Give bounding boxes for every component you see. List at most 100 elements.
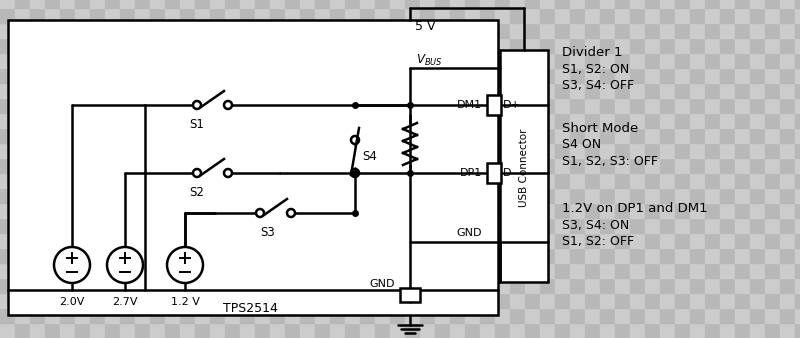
Bar (165, 173, 180, 188)
Bar (45, 293, 60, 308)
Bar (780, 0, 795, 8)
Bar (510, 263, 525, 278)
Bar (255, 0, 270, 8)
Bar (480, 188, 495, 203)
Bar (180, 308, 195, 323)
Bar (510, 203, 525, 218)
Bar (15, 203, 30, 218)
Bar (465, 173, 480, 188)
Bar (195, 203, 210, 218)
Bar (420, 173, 435, 188)
Bar (555, 173, 570, 188)
Bar (105, 8, 120, 23)
Bar (225, 68, 240, 83)
Bar (780, 263, 795, 278)
Bar (720, 128, 735, 143)
Bar (525, 233, 540, 248)
Bar (15, 263, 30, 278)
Bar (60, 83, 75, 98)
Bar (45, 23, 60, 38)
Bar (765, 278, 780, 293)
Bar (735, 68, 750, 83)
Bar (360, 278, 375, 293)
Bar (120, 98, 135, 113)
Bar (375, 158, 390, 173)
Bar (480, 0, 495, 8)
Bar (150, 113, 165, 128)
Bar (555, 8, 570, 23)
Bar (300, 158, 315, 173)
Bar (165, 323, 180, 338)
Bar (255, 98, 270, 113)
Bar (225, 53, 240, 68)
Bar (60, 323, 75, 338)
Bar (450, 248, 465, 263)
Bar (15, 278, 30, 293)
Bar (675, 173, 690, 188)
Bar (705, 68, 720, 83)
Bar (705, 218, 720, 233)
Bar (45, 83, 60, 98)
Bar (405, 128, 420, 143)
Bar (255, 203, 270, 218)
Bar (15, 38, 30, 53)
Bar (495, 143, 510, 158)
Bar (45, 98, 60, 113)
Bar (360, 203, 375, 218)
Bar (360, 23, 375, 38)
Bar (45, 113, 60, 128)
Bar (525, 8, 540, 23)
Bar (120, 263, 135, 278)
Bar (705, 188, 720, 203)
Bar (525, 0, 540, 8)
Bar (600, 23, 615, 38)
Bar (240, 173, 255, 188)
Bar (420, 0, 435, 8)
Bar (570, 128, 585, 143)
Bar (390, 293, 405, 308)
Bar (765, 38, 780, 53)
Bar (345, 68, 360, 83)
Bar (135, 68, 150, 83)
Bar (495, 263, 510, 278)
Bar (540, 233, 555, 248)
Bar (615, 248, 630, 263)
Bar (540, 128, 555, 143)
Bar (555, 98, 570, 113)
Bar (105, 38, 120, 53)
Bar (780, 128, 795, 143)
Bar (735, 23, 750, 38)
Bar (345, 23, 360, 38)
Bar (780, 278, 795, 293)
Bar (330, 68, 345, 83)
Text: S3, S4: ON: S3, S4: ON (562, 218, 630, 232)
Bar (330, 218, 345, 233)
Bar (375, 143, 390, 158)
Bar (135, 128, 150, 143)
Bar (720, 113, 735, 128)
Bar (495, 173, 510, 188)
Bar (450, 293, 465, 308)
Bar (210, 53, 225, 68)
Bar (165, 113, 180, 128)
Bar (435, 218, 450, 233)
Bar (60, 218, 75, 233)
Bar (75, 188, 90, 203)
Bar (780, 308, 795, 323)
Bar (255, 278, 270, 293)
Bar (240, 233, 255, 248)
Bar (660, 158, 675, 173)
Bar (45, 143, 60, 158)
Bar (105, 0, 120, 8)
Bar (420, 248, 435, 263)
Bar (645, 203, 660, 218)
Bar (270, 158, 285, 173)
Bar (285, 98, 300, 113)
Text: USB Connector: USB Connector (519, 129, 529, 207)
Bar (600, 263, 615, 278)
Bar (30, 248, 45, 263)
Bar (630, 98, 645, 113)
Bar (555, 278, 570, 293)
Bar (720, 23, 735, 38)
Bar (570, 203, 585, 218)
